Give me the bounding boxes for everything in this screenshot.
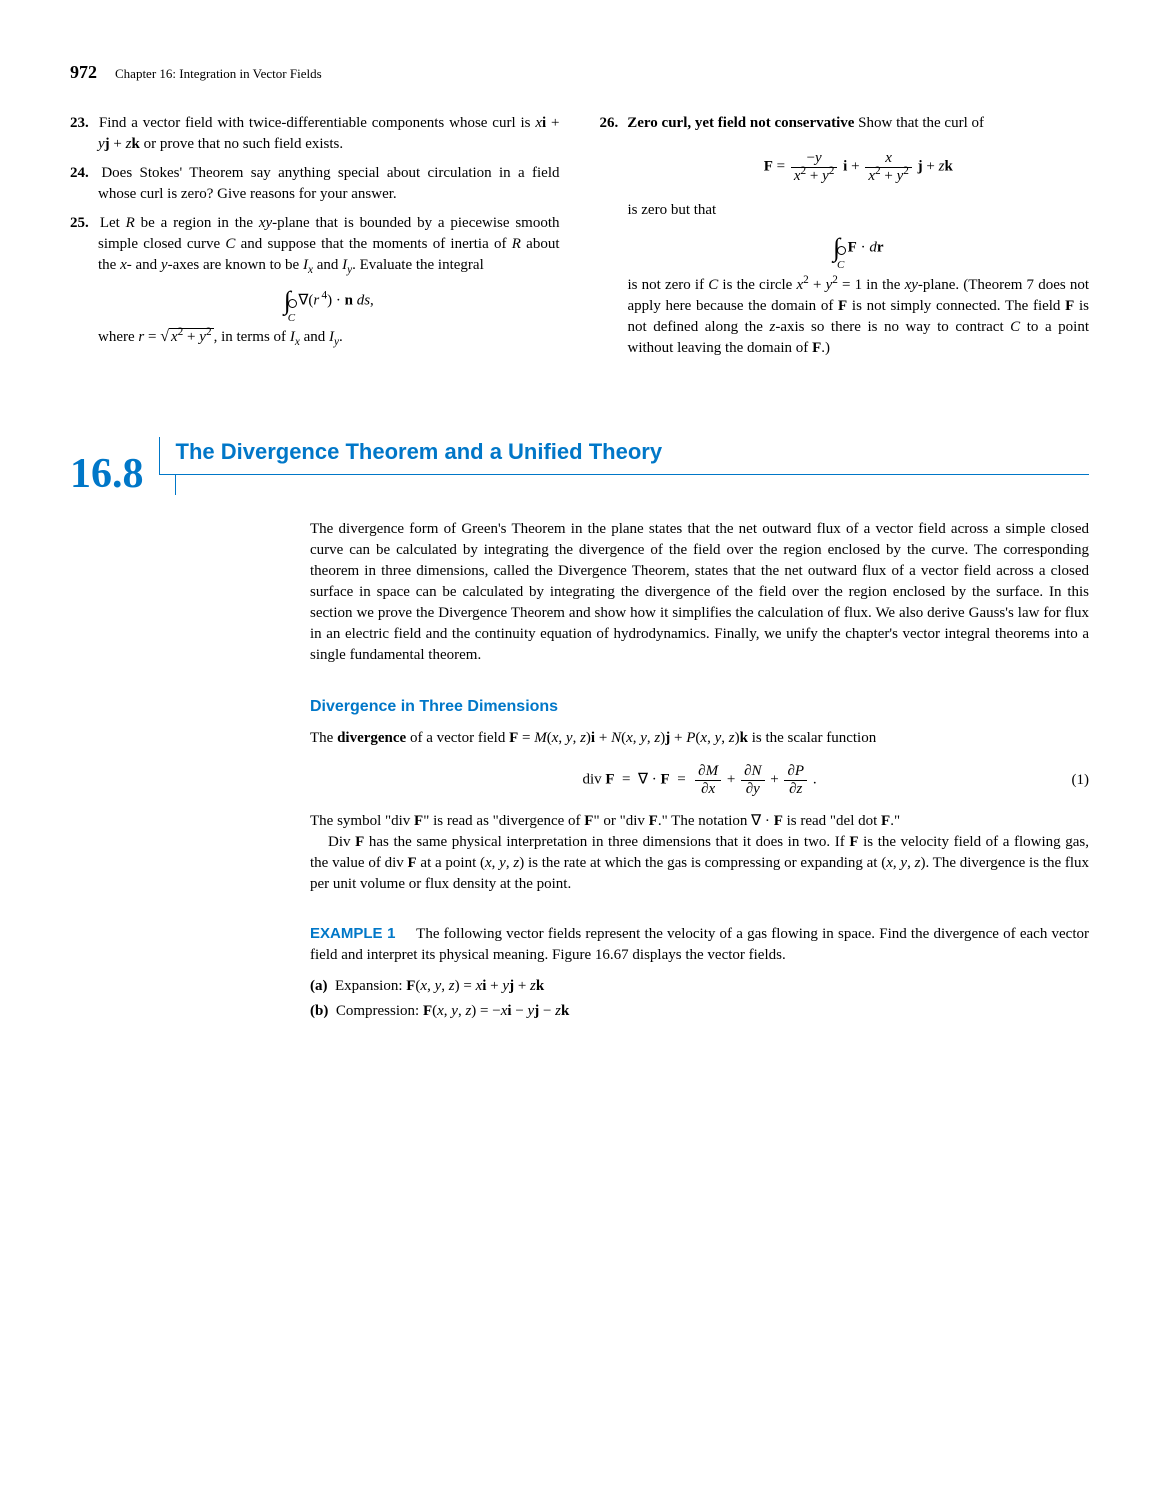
- exercise-number: 26.: [600, 113, 624, 134]
- subsection-heading: Divergence in Three Dimensions: [310, 696, 1089, 718]
- exercise-number: 25.: [70, 213, 94, 234]
- intro-paragraph: The divergence form of Green's Theorem i…: [310, 519, 1089, 666]
- exercise-23: 23. Find a vector field with twice-diffe…: [70, 113, 560, 155]
- exercise-26-bold: Zero curl, yet field not conservative: [627, 115, 854, 131]
- chapter-title: Chapter 16: Integration in Vector Fields: [115, 65, 322, 83]
- example-item-b: (b) Compression: F(x, y, z) = −xi − yj −…: [310, 1001, 1089, 1022]
- section-body: The divergence form of Green's Theorem i…: [310, 519, 1089, 1022]
- exercise-number: 23.: [70, 113, 94, 134]
- para-symbol-read: The symbol "div F" is read as "divergenc…: [310, 811, 1089, 832]
- math-field-F: F = −yx2 + y2 i + xx2 + y2 j + zk: [628, 150, 1090, 184]
- exercise-text: Find a vector field with twice-different…: [98, 115, 560, 152]
- section-number: 16.8: [70, 453, 160, 495]
- example-items: (a) Expansion: F(x, y, z) = xi + yj + zk…: [310, 976, 1089, 1022]
- exercise-26-tail: is not zero if C is the circle x2 + y2 =…: [628, 275, 1090, 359]
- page-number: 972: [70, 60, 97, 85]
- exercise-26-lead: Show that the curl of: [858, 115, 984, 131]
- section-heading: 16.8 The Divergence Theorem and a Unifie…: [70, 437, 1089, 495]
- exercise-26-mid: is zero but that: [628, 200, 1090, 221]
- exercise-text: Let R be a region in the xy-plane that i…: [98, 215, 560, 273]
- example-1: EXAMPLE 1 The following vector fields re…: [310, 923, 1089, 966]
- exercise-number: 24.: [70, 163, 94, 184]
- exercise-text: Does Stokes' Theorem say anything specia…: [98, 165, 560, 202]
- exercise-24: 24. Does Stokes' Theorem say anything sp…: [70, 163, 560, 205]
- example-text: The following vector fields represent th…: [310, 926, 1089, 963]
- page-header: 972 Chapter 16: Integration in Vector Fi…: [70, 60, 1089, 85]
- example-item-a: (a) Expansion: F(x, y, z) = xi + yj + zk: [310, 976, 1089, 997]
- exercise-columns: 23. Find a vector field with twice-diffe…: [70, 113, 1089, 367]
- divergence-definition: The divergence of a vector field F = M(x…: [310, 728, 1089, 749]
- left-column: 23. Find a vector field with twice-diffe…: [70, 113, 560, 367]
- exercise-25: 25. Let R be a region in the xy-plane th…: [70, 213, 560, 348]
- math-oint-Fdr: ∫C F · dr: [628, 235, 1090, 261]
- section-title: The Divergence Theorem and a Unified The…: [159, 437, 1090, 475]
- exercise-25-tail: where r = √x2 + y2, in terms of Ix and I…: [98, 326, 560, 348]
- math-integral-25: ∫C ∇(r 4) · n ds,: [98, 288, 560, 314]
- para-physical-interp: Div F has the same physical interpretati…: [310, 832, 1089, 895]
- example-label: EXAMPLE 1: [310, 925, 395, 942]
- equation-number: (1): [1072, 770, 1090, 791]
- right-column: 26. Zero curl, yet field not conservativ…: [600, 113, 1090, 367]
- equation-1: div F = ∇ · F = ∂M∂x + ∂N∂y + ∂P∂z . (1): [310, 763, 1089, 797]
- exercise-26: 26. Zero curl, yet field not conservativ…: [600, 113, 1090, 359]
